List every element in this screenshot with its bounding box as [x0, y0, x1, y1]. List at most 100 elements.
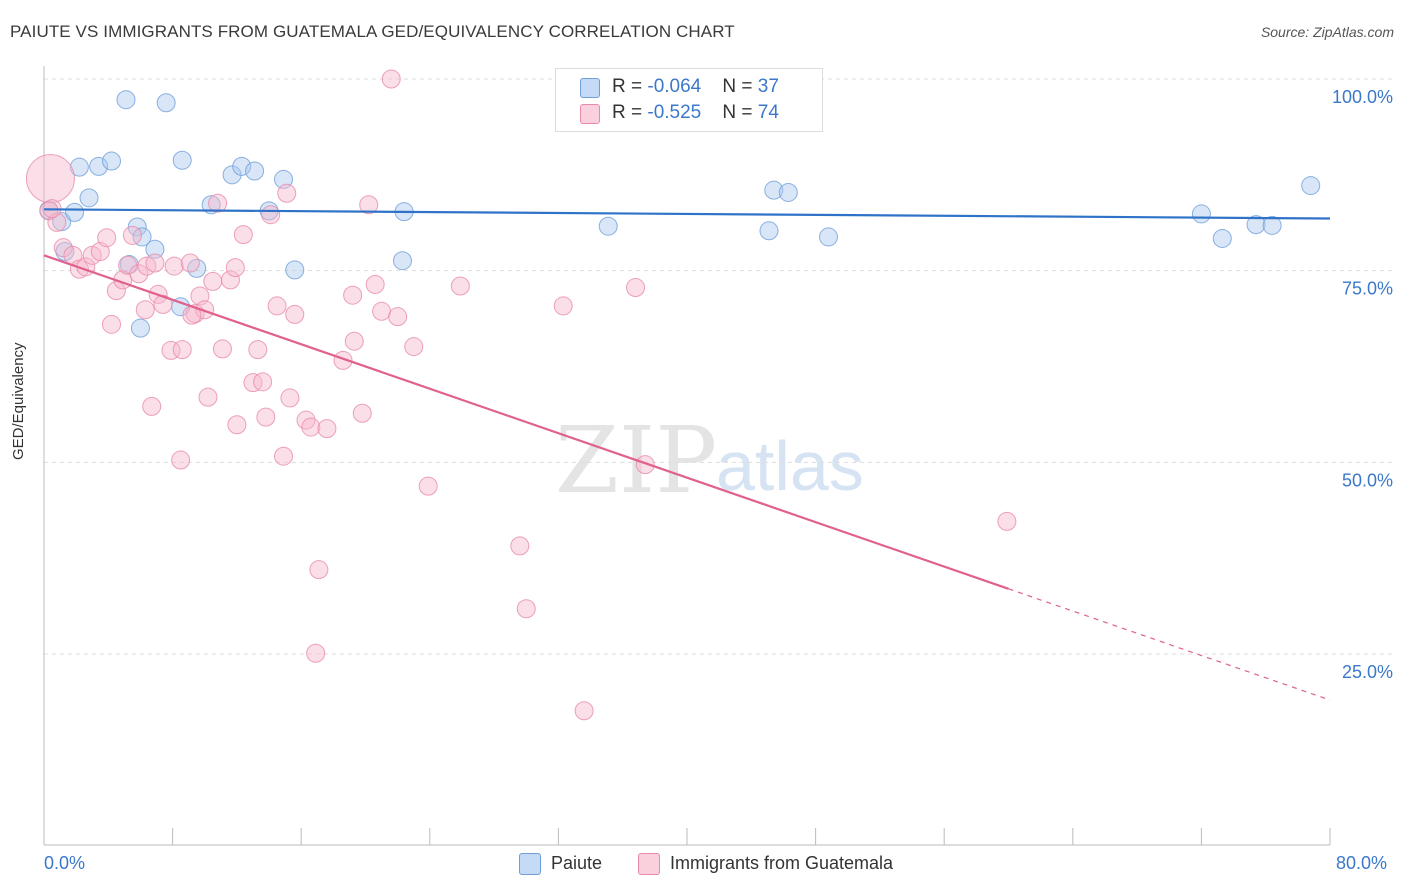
- guatemala-point: [203, 271, 223, 291]
- guatemala-point: [510, 536, 530, 556]
- paiute-trendline: [43, 208, 1331, 220]
- series-legend: Paiute Immigrants from Guatemala: [0, 852, 1406, 880]
- y-tick-label: 100.0%: [1332, 87, 1393, 107]
- guatemala-point: [145, 253, 165, 273]
- guatemala-point: [516, 599, 536, 619]
- guatemala-n-value: 74: [757, 102, 779, 123]
- guatemala-point: [274, 446, 294, 466]
- guatemala-point: [220, 270, 240, 290]
- y-tick-label: 50.0%: [1342, 470, 1393, 490]
- guatemala-point: [372, 301, 392, 321]
- paiute-point: [145, 239, 165, 259]
- guatemala-point: [248, 340, 268, 360]
- guatemala-point: [306, 643, 326, 663]
- guatemala-point: [450, 276, 470, 296]
- guatemala-point: [301, 417, 321, 437]
- paiute-point: [1246, 215, 1266, 235]
- guatemala-point: [243, 373, 263, 393]
- paiute-n-label: N =: [722, 76, 758, 97]
- paiute-point: [222, 165, 242, 185]
- guatemala-point: [198, 387, 218, 407]
- paiute-point: [764, 180, 784, 200]
- guatemala-point: [997, 511, 1017, 531]
- paiute-point: [130, 318, 150, 338]
- y-tick-label: 25.0%: [1342, 662, 1393, 682]
- paiute-point: [69, 157, 89, 177]
- legend-guatemala-label: Immigrants from Guatemala: [670, 853, 894, 873]
- guatemala-point: [574, 701, 594, 721]
- guatemala-point: [25, 154, 75, 204]
- guatemala-point: [626, 278, 646, 298]
- paiute-point: [818, 227, 838, 247]
- paiute-point: [1301, 176, 1321, 196]
- guatemala-point: [388, 307, 408, 327]
- paiute-point: [778, 182, 798, 202]
- paiute-point: [79, 188, 99, 208]
- paiute-point: [172, 150, 192, 170]
- guatemala-point: [122, 225, 142, 245]
- paiute-point: [102, 151, 122, 171]
- guatemala-point: [280, 388, 300, 408]
- legend-guatemala-swatch: [638, 853, 660, 875]
- paiute-point: [201, 195, 221, 215]
- guatemala-point: [343, 285, 363, 305]
- guatemala-point: [344, 331, 364, 351]
- guatemala-point: [418, 476, 438, 496]
- guatemala-point: [381, 69, 401, 89]
- guatemala-point: [129, 264, 149, 284]
- chart-title: PAIUTE VS IMMIGRANTS FROM GUATEMALA GED/…: [10, 22, 735, 41]
- guatemala-point: [553, 296, 573, 316]
- legend-paiute-label: Paiute: [551, 853, 603, 873]
- paiute-point: [1212, 228, 1232, 248]
- stats-legend: R = -0.064 N = 37 R = -0.525 N = 74: [555, 68, 823, 132]
- paiute-point: [1191, 204, 1211, 224]
- paiute-point: [285, 260, 305, 280]
- paiute-point: [65, 202, 85, 222]
- guatemala-point: [635, 455, 655, 475]
- guatemala-point: [39, 201, 59, 221]
- paiute-r-label: R =: [612, 76, 648, 97]
- paiute-point: [156, 93, 176, 113]
- paiute-swatch: [580, 78, 600, 98]
- guatemala-point: [102, 314, 122, 334]
- guatemala-point: [352, 403, 372, 423]
- paiute-point: [116, 90, 136, 110]
- y-tick-label: 75.0%: [1342, 279, 1393, 299]
- paiute-point: [52, 212, 72, 232]
- paiute-point: [245, 161, 265, 181]
- guatemala-swatch: [580, 104, 600, 124]
- paiute-point: [1262, 215, 1282, 235]
- guatemala-point: [53, 238, 73, 258]
- paiute-point: [232, 156, 252, 176]
- guatemala-point: [142, 396, 162, 416]
- watermark-atlas: atlas: [716, 427, 864, 505]
- guatemala-n-label: N =: [722, 102, 758, 123]
- paiute-point: [187, 258, 207, 278]
- guatemala-point: [172, 340, 192, 360]
- guatemala-trendline: [43, 254, 1009, 590]
- guatemala-point: [164, 256, 184, 276]
- x-tick-max: 80.0%: [1336, 853, 1388, 873]
- paiute-point: [759, 221, 779, 241]
- guatemala-point: [317, 419, 337, 439]
- guatemala-r-label: R =: [612, 102, 648, 123]
- guatemala-point: [309, 560, 329, 580]
- guatemala-point: [227, 415, 247, 435]
- guatemala-point: [256, 407, 276, 427]
- guatemala-point: [225, 258, 245, 278]
- legend-paiute-swatch: [519, 853, 541, 875]
- chart-source: Source: ZipAtlas.com: [1260, 24, 1394, 40]
- paiute-r-value: -0.064: [647, 76, 702, 97]
- paiute-point: [89, 156, 109, 176]
- guatemala-point: [253, 372, 273, 392]
- guatemala-point: [365, 274, 385, 294]
- guatemala-point: [285, 304, 305, 324]
- guatemala-r-value: -0.525: [647, 102, 702, 123]
- guatemala-point: [277, 183, 297, 203]
- guatemala-point: [296, 410, 316, 430]
- paiute-point: [132, 227, 152, 247]
- guatemala-point: [404, 337, 424, 357]
- guatemala-point: [171, 450, 191, 470]
- guatemala-point: [233, 225, 253, 245]
